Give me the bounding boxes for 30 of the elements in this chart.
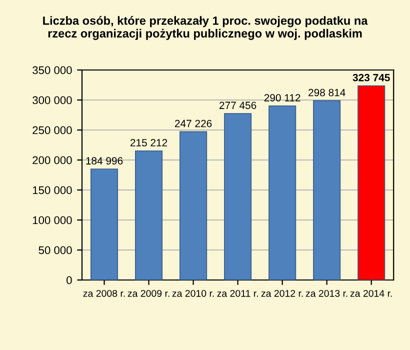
bar	[90, 168, 118, 280]
y-tick-label: 250 000	[32, 126, 72, 134]
y-tick-label: 350 000	[32, 66, 72, 74]
y-tick-label: 0	[66, 276, 72, 284]
data-label: 247 226	[174, 120, 212, 128]
chart-title: Liczba osób, które przekazały 1 proc. swojego podatku na rzecz organizacji pożytku publicznego w woj. podlaskim	[43, 16, 368, 40]
bar	[268, 106, 296, 280]
x-tick-label: za 2008 r.	[83, 290, 125, 297]
bar	[134, 150, 163, 280]
y-tick-label: 100 000	[32, 216, 72, 224]
data-label: 184 996	[86, 157, 123, 165]
data-label: 277 456	[220, 102, 256, 110]
data-label: 290 112	[264, 94, 300, 102]
y-tick-label: 200 000	[32, 156, 72, 164]
x-tick-label: za 2009 r.	[128, 290, 170, 297]
y-tick-label: 150 000	[32, 186, 72, 194]
bar	[358, 85, 386, 280]
data-label: 298 814	[308, 88, 346, 96]
y-tick-label: 50 000	[38, 246, 72, 254]
data-label: 323 745	[352, 74, 390, 82]
x-tick-label: za 2011 r.	[217, 290, 258, 297]
x-tick-label: za 2013 r.	[306, 290, 348, 297]
data-label: 215 212	[130, 139, 168, 146]
x-tick-label: za 2012 r.	[261, 290, 303, 297]
x-tick-label: za 2014 r.	[350, 290, 392, 297]
y-tick-label: 300 000	[32, 96, 72, 104]
bar	[313, 100, 341, 280]
bar	[224, 113, 252, 280]
x-tick-label: za 2010 r.	[172, 290, 214, 297]
bar	[180, 131, 208, 280]
